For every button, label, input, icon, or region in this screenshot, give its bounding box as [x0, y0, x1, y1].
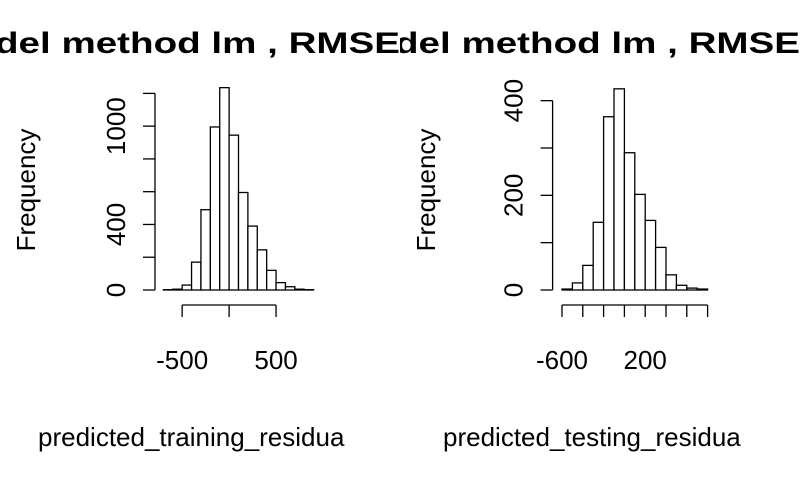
chart-title: del method lm , RMSE	[395, 27, 800, 60]
bar	[237, 191, 249, 291]
panel: -500 500 0 400 1000 del method lm , RMSE predi…	[0, 27, 400, 452]
bar	[209, 126, 221, 291]
bar	[613, 88, 626, 291]
bar	[561, 288, 574, 291]
bar	[200, 209, 211, 291]
x-axis-label: predicted_training_residua	[38, 422, 345, 452]
bar	[219, 87, 230, 291]
bar	[654, 246, 667, 291]
bar	[181, 284, 193, 291]
bar	[696, 288, 709, 291]
bar	[284, 286, 296, 291]
chart-title: del method lm , RMSE	[0, 27, 400, 60]
bar	[172, 288, 183, 291]
panel: -600 200 0 200 400 del method lm , RMSE predic…	[395, 27, 800, 452]
x-tick-label: 500	[254, 345, 297, 375]
bar	[644, 219, 657, 291]
bar	[247, 225, 258, 291]
y-tick-label: 0	[499, 283, 529, 297]
bar	[602, 116, 615, 291]
y-tick-label: 400	[499, 79, 529, 122]
x-tick-label: -500	[156, 345, 208, 375]
bar	[592, 221, 605, 291]
bar	[675, 284, 688, 291]
bar	[665, 274, 678, 291]
y-tick-label: 0	[101, 283, 131, 297]
bar	[190, 261, 202, 291]
y-tick-label: 1000	[101, 97, 131, 155]
y-axis-label: Frequency	[411, 129, 441, 252]
y-axis-label: Frequency	[11, 129, 41, 252]
y-tick-label: 200	[499, 174, 529, 217]
bar	[582, 264, 594, 291]
bar	[266, 269, 277, 291]
bar	[275, 281, 287, 291]
bar	[623, 152, 636, 291]
bar	[686, 287, 698, 291]
bar	[228, 134, 240, 291]
bar	[634, 193, 646, 291]
bar	[571, 282, 584, 291]
bar	[294, 288, 305, 291]
x-tick-label: -600	[536, 345, 588, 375]
x-axis-label: predicted_testing_residua	[443, 422, 741, 452]
bar	[256, 249, 268, 291]
x-tick-label: 200	[624, 345, 667, 375]
y-tick-label: 400	[101, 203, 131, 246]
